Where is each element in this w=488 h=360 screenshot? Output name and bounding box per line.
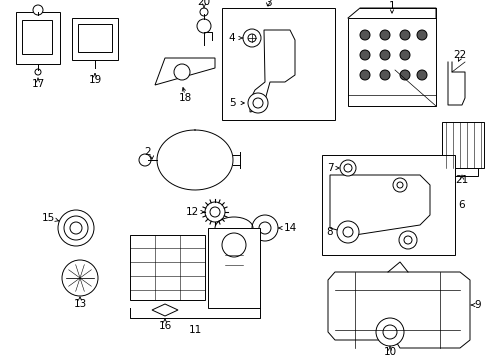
Text: 17: 17 <box>31 79 44 89</box>
Circle shape <box>62 260 98 296</box>
Bar <box>447 168 477 176</box>
Text: 16: 16 <box>158 321 171 331</box>
Circle shape <box>251 215 278 241</box>
Text: 7: 7 <box>326 163 333 173</box>
Circle shape <box>379 70 389 80</box>
Circle shape <box>339 160 355 176</box>
Circle shape <box>399 50 409 60</box>
Text: 20: 20 <box>197 0 210 7</box>
Text: 11: 11 <box>188 325 201 335</box>
Bar <box>222 8 334 120</box>
Polygon shape <box>155 58 215 85</box>
Circle shape <box>398 231 416 249</box>
Bar <box>347 18 435 106</box>
Circle shape <box>359 70 369 80</box>
Bar <box>22 20 52 54</box>
Circle shape <box>382 325 396 339</box>
Text: 6: 6 <box>458 200 465 210</box>
Circle shape <box>403 236 411 244</box>
Circle shape <box>139 154 151 166</box>
Bar <box>441 122 483 168</box>
Text: 21: 21 <box>454 175 468 185</box>
Circle shape <box>209 207 220 217</box>
Circle shape <box>392 178 406 192</box>
Text: 19: 19 <box>88 75 102 85</box>
Text: 22: 22 <box>452 50 466 60</box>
Bar <box>130 235 204 300</box>
Text: 4: 4 <box>228 33 235 43</box>
Text: 15: 15 <box>41 213 55 223</box>
Circle shape <box>416 30 426 40</box>
Polygon shape <box>327 272 469 348</box>
Polygon shape <box>329 175 429 235</box>
Circle shape <box>343 164 351 172</box>
Circle shape <box>222 233 245 257</box>
Circle shape <box>33 5 43 15</box>
Bar <box>78 24 112 52</box>
Circle shape <box>247 34 256 42</box>
Circle shape <box>64 216 88 240</box>
Circle shape <box>396 182 402 188</box>
Circle shape <box>359 30 369 40</box>
Circle shape <box>379 50 389 60</box>
Text: 2: 2 <box>144 147 151 157</box>
Circle shape <box>243 29 261 47</box>
Circle shape <box>70 222 82 234</box>
Circle shape <box>58 210 94 246</box>
Text: 10: 10 <box>383 347 396 357</box>
Bar <box>207 228 260 308</box>
Circle shape <box>379 30 389 40</box>
Bar <box>16 12 60 64</box>
Circle shape <box>197 19 210 33</box>
Circle shape <box>200 8 207 16</box>
Text: 13: 13 <box>73 299 86 309</box>
Circle shape <box>174 64 190 80</box>
Circle shape <box>375 318 403 346</box>
Text: 5: 5 <box>228 98 235 108</box>
Polygon shape <box>249 30 294 112</box>
Circle shape <box>359 50 369 60</box>
Polygon shape <box>152 304 178 316</box>
Circle shape <box>252 98 263 108</box>
Bar <box>72 18 118 60</box>
Text: 9: 9 <box>474 300 480 310</box>
Circle shape <box>35 69 41 75</box>
Circle shape <box>399 70 409 80</box>
Circle shape <box>416 70 426 80</box>
Circle shape <box>247 93 267 113</box>
Circle shape <box>259 222 270 234</box>
Text: 3: 3 <box>264 0 271 8</box>
Text: 14: 14 <box>283 223 296 233</box>
Bar <box>321 155 454 255</box>
Text: 8: 8 <box>326 227 333 237</box>
Circle shape <box>336 221 358 243</box>
Text: 1: 1 <box>388 1 394 11</box>
Circle shape <box>399 30 409 40</box>
Circle shape <box>342 227 352 237</box>
Text: 12: 12 <box>185 207 198 217</box>
Circle shape <box>204 202 224 222</box>
Text: 18: 18 <box>178 93 191 103</box>
